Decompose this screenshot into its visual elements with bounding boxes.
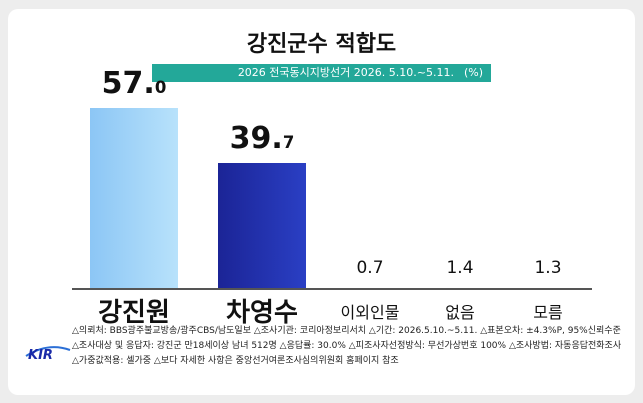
kir-logo: KIR	[25, 346, 71, 362]
value-label: 0.7	[356, 258, 384, 278]
logo-text: KIR	[28, 348, 53, 362]
bar-2	[218, 162, 306, 288]
category-label: 이외인물	[340, 303, 400, 322]
subtitle-text: 2026 전국동시지방선거 2026. 5.10.~5.11.	[237, 66, 454, 79]
value-label: 39.7	[229, 120, 295, 156]
category-label: 강진원	[98, 298, 170, 328]
value-label: 1.3	[534, 258, 562, 278]
baseline	[72, 288, 592, 290]
footer-line: △조사대상 및 응답자: 강진군 만18세이상 남녀 512명 △응답률: 30…	[72, 341, 622, 351]
value-label: 57.0	[101, 66, 167, 102]
value-label: 1.4	[446, 258, 474, 278]
bar-1	[90, 108, 178, 288]
footer-line: △의뢰처: BBS광주불교방송/광주CBS/남도일보 △조사기관: 코리아정보리…	[72, 326, 621, 336]
footer-notes: △의뢰처: BBS광주불교방송/광주CBS/남도일보 △조사기관: 코리아정보리…	[72, 324, 632, 369]
footer-line: △가중값적용: 셀가중 △보다 자세한 사항은 중앙선거여론조사심의위원회 홈페…	[72, 356, 399, 366]
category-label: 없음	[445, 303, 475, 322]
chart-title: 강진군수 적합도	[246, 32, 397, 57]
unit-label: (%)	[463, 66, 483, 79]
category-label: 차영수	[226, 298, 298, 328]
category-label: 모름	[533, 303, 563, 322]
subtitle-bar: 2026 전국동시지방선거 2026. 5.10.~5.11. (%)	[152, 64, 491, 82]
